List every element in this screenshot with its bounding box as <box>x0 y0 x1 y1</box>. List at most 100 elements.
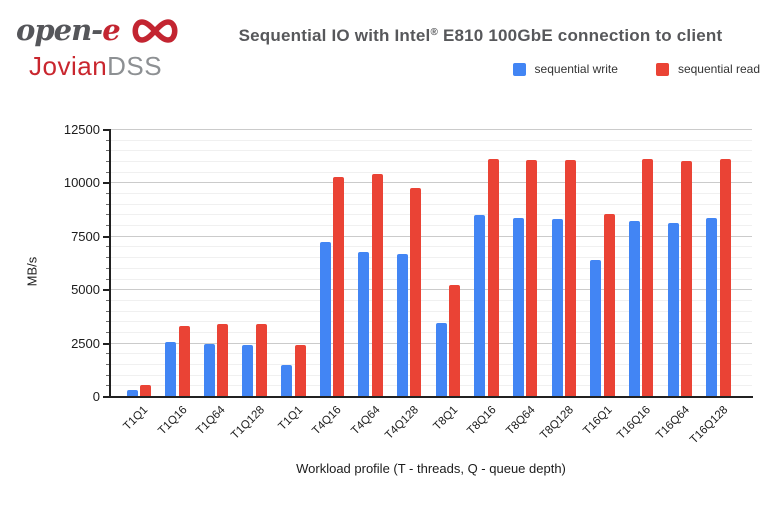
open-e-letter: e <box>102 13 120 47</box>
bar-sequential-read-15-T16Q128 <box>719 158 731 397</box>
y-minor-tick-2000 <box>106 353 110 355</box>
jovian-text: Jovian <box>29 51 108 81</box>
bar-sequential-write-9-T8Q16 <box>474 215 486 397</box>
chart-title: Sequential IO with Intel® E810 100GbE co… <box>195 26 766 46</box>
x-axis-label-7-T4Q128: T4Q128 <box>383 404 422 442</box>
minor-gridline-7000 <box>110 246 752 248</box>
bar-sequential-read-0-T1Q1 <box>139 385 151 397</box>
legend-label-sequential-write: sequential write <box>534 62 618 76</box>
legend: sequential write sequential read <box>512 62 760 76</box>
x-axis-label-4-T1Q1: T1Q1 <box>276 404 306 433</box>
minor-gridline-2000 <box>110 353 752 355</box>
y-minor-tick-5500 <box>106 278 110 280</box>
y-axis-label-7500: 7500 <box>71 228 100 244</box>
y-major-tick-5000 <box>103 289 110 292</box>
y-minor-tick-10500 <box>106 171 110 173</box>
open-e-text: open-e <box>16 13 121 47</box>
y-minor-tick-500 <box>106 385 110 387</box>
open-e-joviandss-logo: open-e JovianDSS <box>16 10 181 82</box>
x-axis-label-15-T16Q128: T16Q128 <box>688 404 731 447</box>
major-gridline-12500 <box>110 129 752 130</box>
open-prefix-text: open- <box>16 13 103 47</box>
bar-sequential-read-5-T4Q16 <box>333 176 345 397</box>
bar-sequential-write-8-T8Q1 <box>435 322 447 397</box>
bar-sequential-write-14-T16Q64 <box>667 223 679 397</box>
y-minor-tick-6500 <box>106 257 110 259</box>
y-minor-tick-11000 <box>106 161 110 163</box>
minor-gridline-10500 <box>110 171 752 173</box>
y-minor-tick-8000 <box>106 225 110 227</box>
bar-sequential-write-4-T1Q1 <box>281 364 293 397</box>
bar-sequential-write-0-T1Q1 <box>126 389 138 397</box>
bar-sequential-read-10-T8Q64 <box>526 159 538 397</box>
y-minor-tick-4500 <box>106 299 110 301</box>
x-axis-label-11-T8Q128: T8Q128 <box>537 404 576 442</box>
bar-sequential-read-4-T1Q1 <box>294 345 306 397</box>
y-major-tick-12500 <box>103 129 110 131</box>
bar-sequential-read-12-T16Q1 <box>603 214 615 397</box>
bar-sequential-read-14-T16Q64 <box>681 160 692 397</box>
major-gridline-7500 <box>110 235 752 237</box>
minor-gridline-3000 <box>110 331 752 333</box>
bar-sequential-write-7-T4Q128 <box>397 253 409 397</box>
y-axis-label-10000: 10000 <box>63 175 100 191</box>
bar-sequential-read-6-T4Q64 <box>371 174 383 397</box>
bar-sequential-write-5-T4Q16 <box>319 241 331 397</box>
legend-item-sequential-write: sequential write <box>512 62 618 76</box>
minor-gridline-1000 <box>110 374 752 376</box>
sequential-write-swatch-icon <box>512 62 526 76</box>
y-major-tick-2500 <box>103 342 110 345</box>
y-axis-label-12500: 12500 <box>63 122 100 137</box>
x-axis-title: Workload profile (T - threads, Q - queue… <box>296 461 566 476</box>
y-axis-line <box>109 129 111 397</box>
bar-sequential-write-10-T8Q64 <box>513 217 524 397</box>
y-minor-tick-8500 <box>106 214 110 216</box>
y-minor-tick-7000 <box>106 246 110 248</box>
bar-sequential-read-2-T1Q64 <box>217 323 229 397</box>
bar-sequential-write-6-T4Q64 <box>358 251 370 397</box>
x-axis-label-13-T16Q16: T16Q16 <box>615 404 654 442</box>
minor-gridline-8500 <box>110 214 752 216</box>
bar-sequential-read-9-T8Q16 <box>487 159 499 397</box>
major-gridline-2500 <box>110 342 752 344</box>
minor-gridline-11000 <box>110 161 752 163</box>
y-axis-label-2500: 2500 <box>71 335 100 351</box>
y-major-tick-0 <box>103 396 110 398</box>
joviandss-wordmark: JovianDSS <box>29 51 181 82</box>
bar-sequential-read-1-T1Q16 <box>178 325 190 397</box>
bar-sequential-write-11-T8Q128 <box>551 218 563 397</box>
y-minor-tick-1500 <box>106 363 110 365</box>
x-axis-label-2-T1Q64: T1Q64 <box>194 404 228 438</box>
chart-title-text: Sequential IO with Intel <box>238 26 431 45</box>
x-axis-label-1-T1Q16: T1Q16 <box>155 404 190 438</box>
bar-sequential-write-3-T1Q128 <box>242 344 254 397</box>
y-minor-tick-1000 <box>106 374 110 376</box>
minor-gridline-3500 <box>110 321 752 323</box>
x-axis-label-6-T4Q64: T4Q64 <box>349 404 383 438</box>
minor-gridline-12000 <box>110 139 752 141</box>
bar-sequential-read-3-T1Q128 <box>255 324 267 397</box>
legend-item-sequential-read: sequential read <box>655 62 760 76</box>
y-minor-tick-6000 <box>106 267 110 269</box>
y-axis-label-0: 0 <box>92 389 100 404</box>
y-minor-tick-9000 <box>106 203 110 205</box>
y-axis-label-5000: 5000 <box>71 282 100 298</box>
minor-gridline-500 <box>110 385 752 387</box>
infinity-icon <box>129 18 181 49</box>
sequential-read-swatch-icon <box>655 62 669 76</box>
y-minor-tick-12000 <box>106 139 110 141</box>
y-minor-tick-3500 <box>106 321 110 323</box>
bar-sequential-read-7-T4Q128 <box>410 188 422 397</box>
minor-gridline-6500 <box>110 257 752 259</box>
bar-sequential-write-13-T16Q16 <box>628 220 640 397</box>
major-gridline-5000 <box>110 289 752 291</box>
y-minor-tick-11500 <box>106 150 110 152</box>
bar-sequential-write-1-T1Q16 <box>165 342 177 397</box>
y-major-tick-10000 <box>103 182 110 185</box>
minor-gridline-11500 <box>110 150 752 152</box>
x-axis-label-0-T1Q1: T1Q1 <box>121 404 151 433</box>
y-minor-tick-4000 <box>106 310 110 312</box>
dss-text: DSS <box>107 51 163 81</box>
x-axis-label-5-T4Q16: T4Q16 <box>310 404 344 438</box>
